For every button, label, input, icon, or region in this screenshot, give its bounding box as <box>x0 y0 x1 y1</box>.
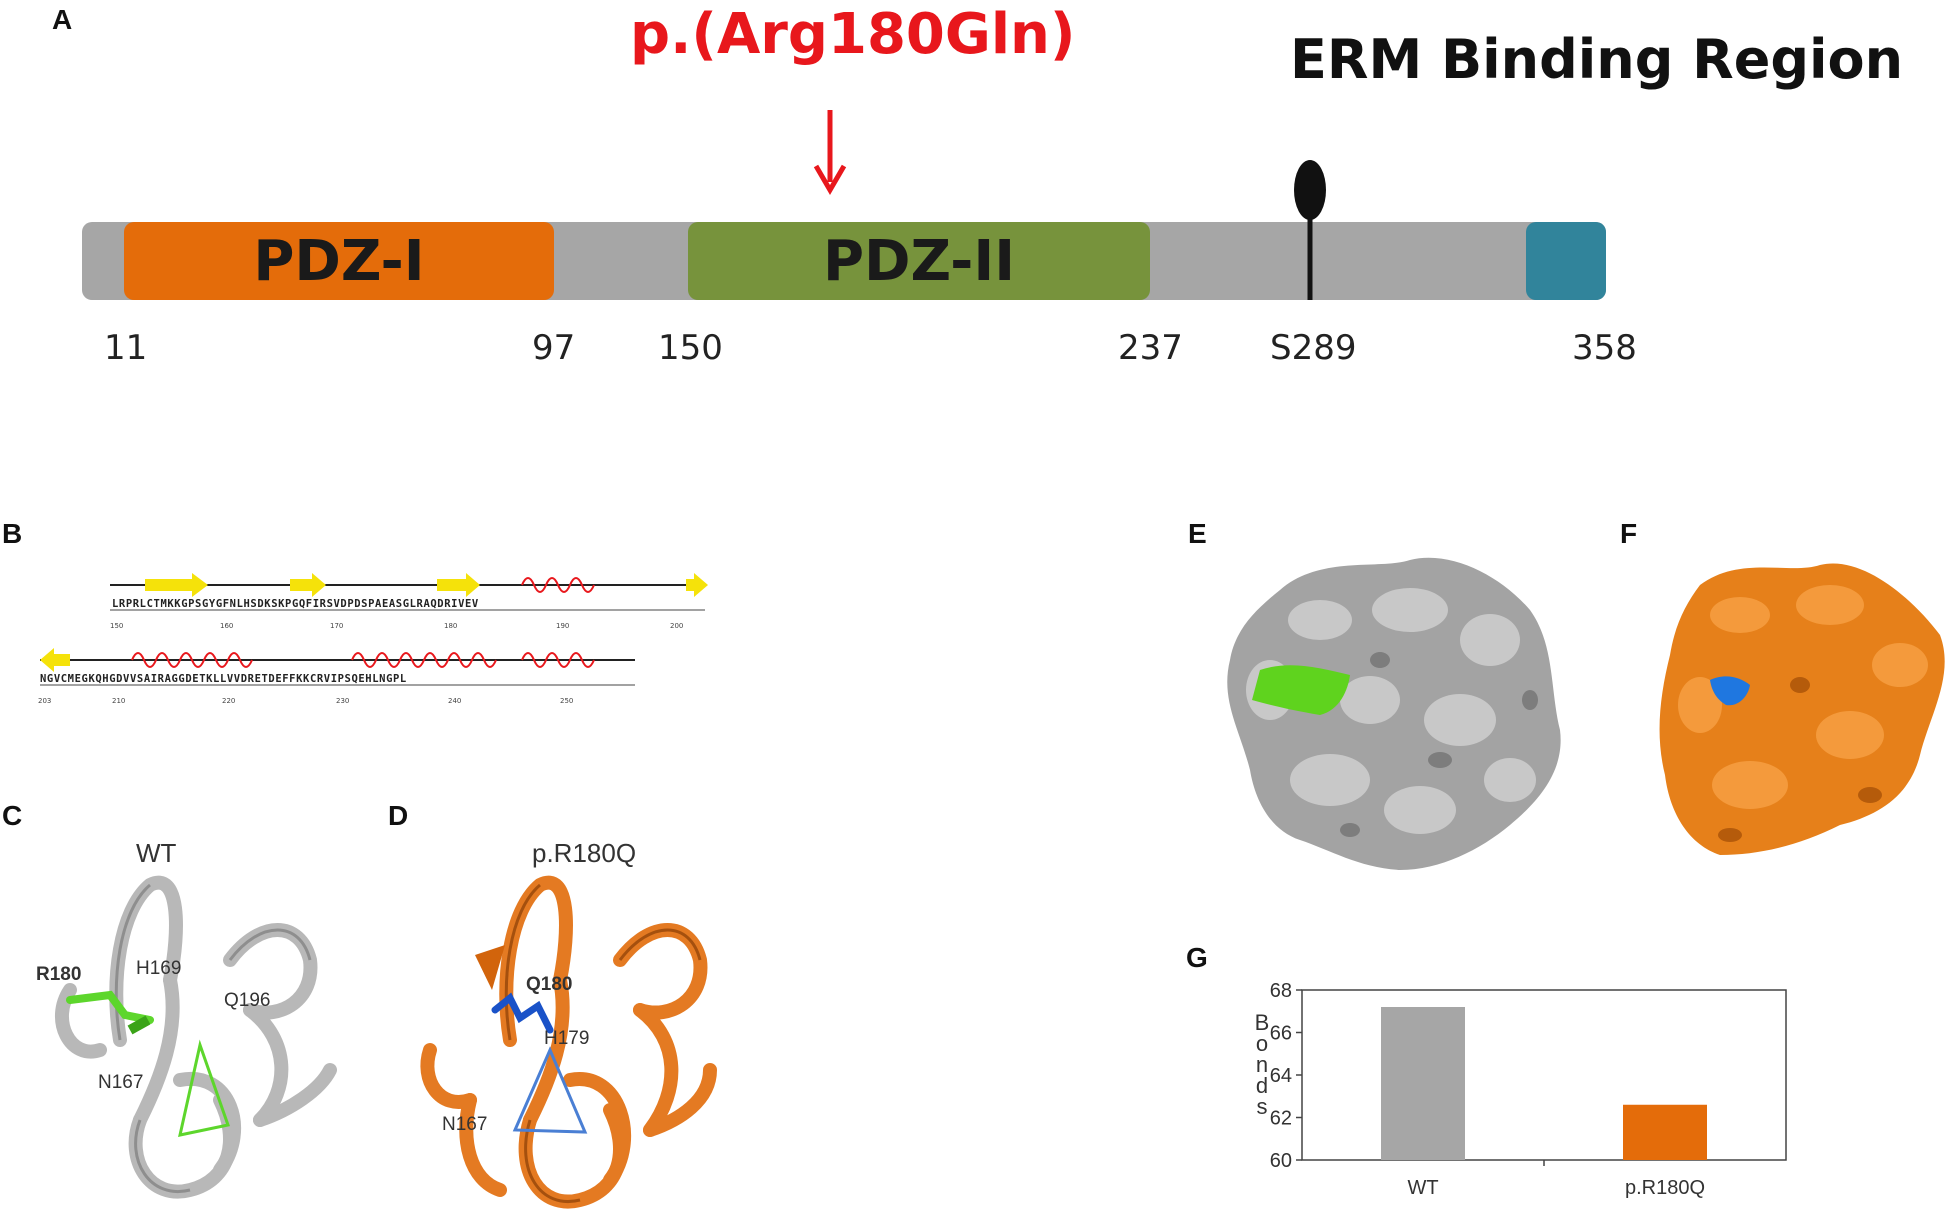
sequence-tick: 180 <box>444 622 458 630</box>
mutation-label: p.(Arg180Gln) <box>630 2 1076 67</box>
pdz1-domain <box>124 222 554 300</box>
sequence-tick: 220 <box>222 697 236 705</box>
panel-letter-a: A <box>52 4 73 35</box>
position-label: 11 <box>104 328 148 368</box>
residue-label: R180 <box>36 964 82 985</box>
position-label: 358 <box>1572 328 1637 368</box>
sequence-tick: 200 <box>670 622 684 630</box>
beta-strand-icon <box>40 648 70 672</box>
residue-label: H179 <box>544 1028 590 1049</box>
wt-ribbon-structure <box>54 875 337 1199</box>
y-tick-label: 60 <box>1270 1150 1292 1172</box>
sequence-tick: 190 <box>556 622 570 630</box>
bar-wt <box>1381 1007 1465 1160</box>
residue-label: N167 <box>98 1072 144 1093</box>
y-tick-label: 66 <box>1270 1023 1292 1045</box>
position-label: 237 <box>1118 328 1183 368</box>
sequence-tick: 240 <box>448 697 462 705</box>
alpha-helix-icon <box>131 652 253 668</box>
panel-letter-g: G <box>1186 942 1208 973</box>
phosphorylation-site-icon <box>1294 160 1326 300</box>
beta-strand-icon <box>437 573 480 597</box>
sequence-tick: 203 <box>38 697 52 705</box>
erm-domain <box>1526 222 1606 300</box>
x-tick-label: p.R180Q <box>1625 1177 1705 1199</box>
panel-letter-b: B <box>2 518 23 549</box>
sequence-line-1: LRPRLCTMKKGPSGYGFNLHSDKSKPGQFIRSVDPDSPAE… <box>112 598 479 610</box>
position-label: 97 <box>532 328 576 368</box>
alpha-helix-icon <box>351 652 497 668</box>
plot-frame <box>1301 989 1787 1161</box>
sequence-tick: 160 <box>220 622 234 630</box>
residue-label: H169 <box>136 958 182 979</box>
wt-surface-structure <box>1227 557 1561 870</box>
sequence-tick: 250 <box>560 697 574 705</box>
y-tick-label: 62 <box>1270 1108 1292 1130</box>
erm-binding-region-label: ERM Binding Region <box>1290 28 1904 91</box>
panel-letter-e: E <box>1188 518 1207 549</box>
panel-letter-d: D <box>388 800 409 831</box>
residue-label: Q180 <box>526 974 573 995</box>
mut-structure-title: p.R180Q <box>532 838 637 868</box>
domain-map <box>82 110 1606 300</box>
position-label: 150 <box>658 328 723 368</box>
beta-strand-icon <box>686 573 708 597</box>
y-tick-label: 68 <box>1270 980 1292 1002</box>
mutation-arrow-icon <box>813 110 847 195</box>
sequence-line-2: NGVCMEGKQHGDVVSAIRAGGDETKLLVVDRETDEFFKKC… <box>40 673 407 685</box>
alpha-helix-icon <box>521 577 595 593</box>
sequence-tick: 210 <box>112 697 126 705</box>
panel-letter-c: C <box>2 800 23 831</box>
alpha-helix-icon <box>521 652 595 668</box>
beta-strand-icon <box>290 573 326 597</box>
secondary-structure-diagram <box>40 573 708 686</box>
pdz2-domain <box>688 222 1150 300</box>
mutant-surface-structure <box>1659 563 1945 855</box>
beta-strand-icon <box>145 573 208 597</box>
sequence-tick: 230 <box>336 697 350 705</box>
residue-label: Q196 <box>224 990 271 1011</box>
residue-label: N167 <box>442 1114 488 1135</box>
pdz1-label: PDZ-I <box>253 228 425 294</box>
position-label: S289 <box>1270 328 1357 368</box>
wt-structure-title: WT <box>136 838 177 868</box>
x-tick-label: WT <box>1407 1177 1438 1199</box>
y-tick-label: 64 <box>1270 1065 1292 1087</box>
sequence-tick: 170 <box>330 622 344 630</box>
panel-letter-f: F <box>1620 518 1638 549</box>
mutant-ribbon-structure <box>420 875 717 1209</box>
sequence-tick: 150 <box>110 622 124 630</box>
pdz2-label: PDZ-II <box>822 228 1016 294</box>
bar-mutant <box>1623 1104 1707 1160</box>
